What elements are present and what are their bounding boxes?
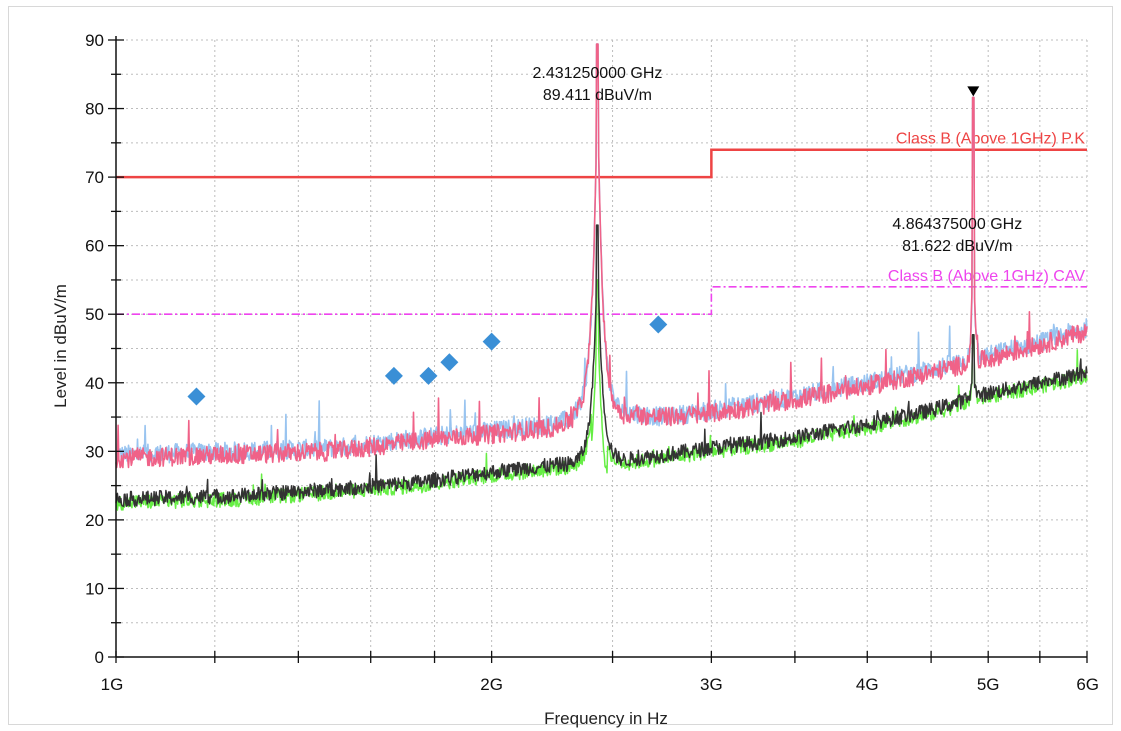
peak-annotation-frequency: 2.431250000 GHz (533, 65, 663, 82)
peak-marker-triangle (967, 86, 980, 97)
peak-annotation-level: 89.411 dBuV/m (543, 87, 652, 104)
markers (187, 86, 980, 406)
diamond-marker (482, 332, 501, 351)
y-tick-label: 40 (85, 374, 104, 393)
x-tick-label: 2G (480, 675, 503, 694)
x-tick-label: 5G (977, 675, 1000, 694)
peak-annotation-frequency: 4.864375000 GHz (892, 216, 1022, 233)
x-axis-title: Frequency in Hz (544, 709, 668, 728)
y-tick-label: 0 (95, 648, 104, 667)
chart-frame (8, 6, 1113, 725)
diamond-marker (187, 387, 206, 406)
limit-line (116, 286, 1087, 316)
limit-lines: Class B (Above 1GHz) P.K Class B (Above 1… (116, 131, 1087, 316)
x-tick-label: 6G (1076, 675, 1099, 694)
axes: 0 10 20 30 40 50 60 70 80 90 1G 2G 3G 4G 5G 6G (85, 31, 1099, 694)
diamond-marker (384, 366, 403, 385)
limit-line-label: Class B (Above 1GHz) P.K (896, 131, 1085, 148)
trace-average-trace (115, 224, 1088, 508)
y-tick-label: 80 (85, 100, 104, 119)
x-tick-label: 4G (856, 675, 879, 694)
x-tick-label: 1G (101, 675, 124, 694)
diamond-marker (419, 366, 438, 385)
y-tick-label: 70 (85, 168, 104, 187)
diamond-marker (649, 315, 668, 334)
labels: Frequency in Hz Level in dBuV/m 2.431250… (51, 65, 1022, 728)
limit-line-label: Class B (Above 1GHz) CAV (888, 268, 1085, 285)
y-tick-label: 20 (85, 511, 104, 530)
limit-line (116, 148, 1087, 179)
y-tick-label: 60 (85, 237, 104, 256)
series-traces (115, 43, 1088, 511)
y-axis-title: Level in dBuV/m (51, 284, 70, 408)
y-tick-label: 90 (85, 31, 104, 50)
peak-annotation-level: 81.622 dBuV/m (902, 238, 1012, 255)
y-tick-label: 50 (85, 305, 104, 324)
diamond-marker (440, 353, 459, 372)
y-tick-label: 10 (85, 579, 104, 598)
x-tick-label: 3G (700, 675, 723, 694)
y-tick-label: 30 (85, 442, 104, 461)
trace-peak-trace (115, 43, 1088, 469)
